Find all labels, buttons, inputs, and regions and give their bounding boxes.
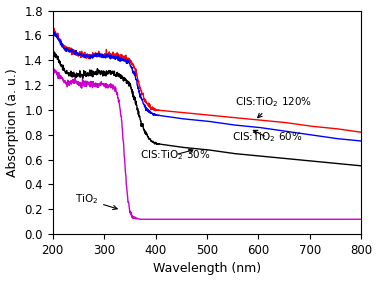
CIS:TiO2 120% [219, 115, 224, 118]
Line: CIS:TiO2 120%: CIS:TiO2 120% [53, 28, 361, 132]
CIS:TiO2 120% [359, 131, 364, 134]
CIS:TiO2 120% [213, 114, 217, 117]
CIS:TiO2 60% [50, 30, 55, 33]
TiO2 [359, 217, 364, 221]
CIS:TiO2 60% [154, 114, 159, 117]
CIS:TiO2 30% [184, 146, 189, 149]
CIS:TiO2 120% [184, 111, 189, 115]
Line: TiO2: TiO2 [53, 69, 361, 219]
X-axis label: Wavelength (nm): Wavelength (nm) [153, 262, 261, 275]
Text: CIS:TiO$_2$ 120%: CIS:TiO$_2$ 120% [235, 95, 313, 118]
CIS:TiO2 60% [102, 54, 107, 57]
TiO2 [91, 83, 96, 86]
Text: CIS:TiO$_2$ 60%: CIS:TiO$_2$ 60% [232, 130, 302, 144]
Line: CIS:TiO2 60%: CIS:TiO2 60% [53, 31, 361, 141]
Text: CIS:TiO$_2$ 30%: CIS:TiO$_2$ 30% [140, 148, 211, 162]
CIS:TiO2 30% [359, 164, 364, 167]
CIS:TiO2 60% [212, 121, 217, 124]
CIS:TiO2 30% [50, 52, 55, 56]
CIS:TiO2 30% [51, 50, 56, 53]
CIS:TiO2 120% [50, 27, 55, 30]
Text: TiO$_2$: TiO$_2$ [75, 192, 117, 210]
CIS:TiO2 120% [91, 55, 96, 58]
CIS:TiO2 60% [91, 53, 96, 57]
CIS:TiO2 120% [102, 52, 107, 55]
CIS:TiO2 60% [184, 117, 189, 121]
CIS:TiO2 60% [359, 139, 364, 143]
CIS:TiO2 120% [51, 26, 56, 30]
CIS:TiO2 60% [219, 121, 223, 125]
TiO2 [185, 217, 189, 221]
TiO2 [213, 217, 218, 221]
Y-axis label: Absorption (a. u.): Absorption (a. u.) [6, 68, 19, 177]
TiO2 [138, 217, 143, 221]
CIS:TiO2 30% [213, 149, 217, 153]
CIS:TiO2 30% [219, 150, 224, 153]
CIS:TiO2 30% [155, 143, 159, 146]
TiO2 [51, 67, 55, 71]
TiO2 [102, 82, 107, 86]
TiO2 [220, 217, 224, 221]
Line: CIS:TiO2 30%: CIS:TiO2 30% [53, 51, 361, 166]
CIS:TiO2 30% [102, 73, 107, 76]
CIS:TiO2 30% [91, 72, 96, 76]
TiO2 [50, 72, 55, 76]
CIS:TiO2 120% [155, 108, 159, 112]
TiO2 [155, 217, 160, 221]
